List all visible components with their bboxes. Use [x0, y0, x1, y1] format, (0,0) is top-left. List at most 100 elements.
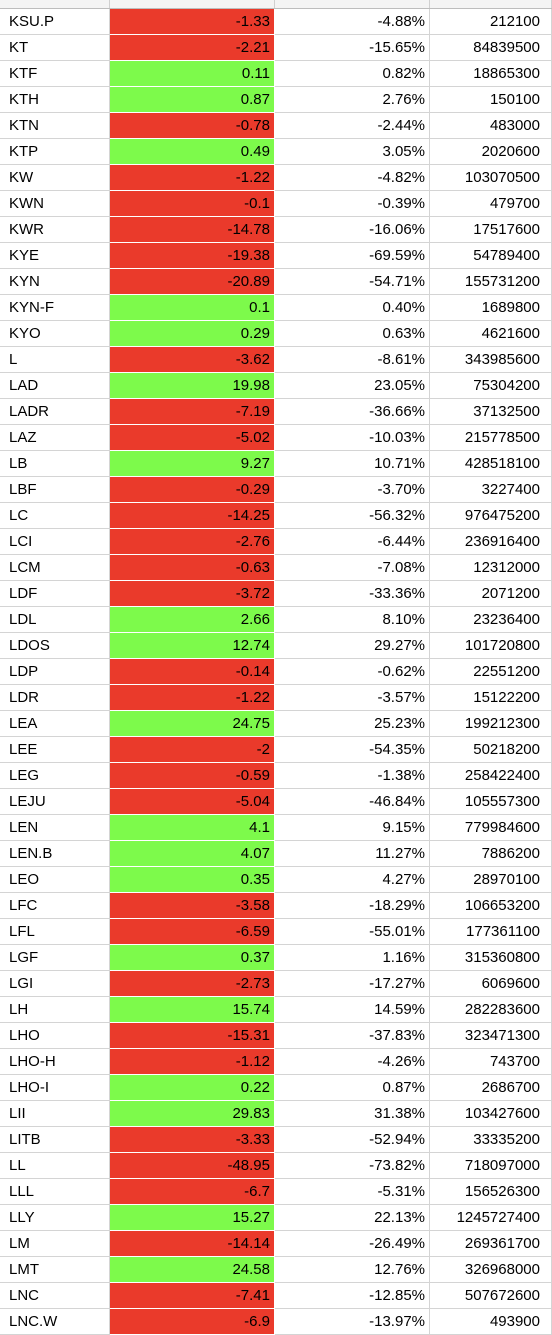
ticker-cell[interactable]: LADR — [0, 399, 110, 425]
change-cell[interactable]: -7.19 — [110, 399, 275, 425]
change-cell[interactable]: 9.27 — [110, 451, 275, 477]
volume-cell[interactable]: 6069600 — [430, 971, 552, 997]
volume-cell[interactable]: 1689800 — [430, 295, 552, 321]
ticker-cell[interactable]: LCM — [0, 555, 110, 581]
change-cell[interactable]: -19.38 — [110, 243, 275, 269]
ticker-cell[interactable]: L — [0, 347, 110, 373]
percent-change-cell[interactable]: -8.61% — [275, 347, 430, 373]
percent-change-cell[interactable]: -3.57% — [275, 685, 430, 711]
ticker-cell[interactable]: KWR — [0, 217, 110, 243]
percent-change-cell[interactable]: 22.13% — [275, 1205, 430, 1231]
change-cell[interactable]: 4.1 — [110, 815, 275, 841]
percent-change-cell[interactable]: -52.94% — [275, 1127, 430, 1153]
percent-change-cell[interactable]: -36.66% — [275, 399, 430, 425]
volume-cell[interactable]: 215778500 — [430, 425, 552, 451]
volume-cell[interactable]: 84839500 — [430, 35, 552, 61]
change-cell[interactable]: 15.27 — [110, 1205, 275, 1231]
change-cell[interactable]: -5.04 — [110, 789, 275, 815]
ticker-cell[interactable]: KYN — [0, 269, 110, 295]
volume-cell[interactable]: 103070500 — [430, 165, 552, 191]
volume-cell[interactable]: 156526300 — [430, 1179, 552, 1205]
volume-cell[interactable]: 282283600 — [430, 997, 552, 1023]
change-cell[interactable]: -0.63 — [110, 555, 275, 581]
volume-cell[interactable]: 33335200 — [430, 1127, 552, 1153]
percent-change-cell[interactable]: -7.08% — [275, 555, 430, 581]
ticker-cell[interactable]: LM — [0, 1231, 110, 1257]
percent-change-cell[interactable]: -69.59% — [275, 243, 430, 269]
percent-change-cell[interactable]: -46.84% — [275, 789, 430, 815]
percent-change-cell[interactable]: 4.27% — [275, 867, 430, 893]
change-cell[interactable]: -1.33 — [110, 9, 275, 35]
volume-cell[interactable]: 18865300 — [430, 61, 552, 87]
ticker-cell[interactable]: LNC.W — [0, 1309, 110, 1335]
ticker-cell[interactable]: LDL — [0, 607, 110, 633]
column-header-j[interactable]: J — [0, 0, 110, 8]
percent-change-cell[interactable]: 25.23% — [275, 711, 430, 737]
percent-change-cell[interactable]: 2.76% — [275, 87, 430, 113]
percent-change-cell[interactable]: -0.39% — [275, 191, 430, 217]
change-cell[interactable]: 24.75 — [110, 711, 275, 737]
percent-change-cell[interactable]: -37.83% — [275, 1023, 430, 1049]
volume-cell[interactable]: 22551200 — [430, 659, 552, 685]
change-cell[interactable]: -14.78 — [110, 217, 275, 243]
percent-change-cell[interactable]: 14.59% — [275, 997, 430, 1023]
change-cell[interactable]: 24.58 — [110, 1257, 275, 1283]
change-cell[interactable]: -6.9 — [110, 1309, 275, 1335]
ticker-cell[interactable]: KTP — [0, 139, 110, 165]
ticker-cell[interactable]: LDR — [0, 685, 110, 711]
ticker-cell[interactable]: LEE — [0, 737, 110, 763]
percent-change-cell[interactable]: -54.71% — [275, 269, 430, 295]
ticker-cell[interactable]: LGI — [0, 971, 110, 997]
percent-change-cell[interactable]: -3.70% — [275, 477, 430, 503]
volume-cell[interactable]: 483000 — [430, 113, 552, 139]
volume-cell[interactable]: 17517600 — [430, 217, 552, 243]
change-cell[interactable]: -3.62 — [110, 347, 275, 373]
percent-change-cell[interactable]: 1.16% — [275, 945, 430, 971]
percent-change-cell[interactable]: -18.29% — [275, 893, 430, 919]
ticker-cell[interactable]: KT — [0, 35, 110, 61]
percent-change-cell[interactable]: -15.65% — [275, 35, 430, 61]
percent-change-cell[interactable]: -33.36% — [275, 581, 430, 607]
change-cell[interactable]: -1.12 — [110, 1049, 275, 1075]
change-cell[interactable]: -3.33 — [110, 1127, 275, 1153]
change-cell[interactable]: -0.1 — [110, 191, 275, 217]
volume-cell[interactable]: 323471300 — [430, 1023, 552, 1049]
percent-change-cell[interactable]: -4.82% — [275, 165, 430, 191]
ticker-cell[interactable]: LEG — [0, 763, 110, 789]
change-cell[interactable]: -6.7 — [110, 1179, 275, 1205]
ticker-cell[interactable]: LEA — [0, 711, 110, 737]
volume-cell[interactable]: 976475200 — [430, 503, 552, 529]
change-cell[interactable]: -0.78 — [110, 113, 275, 139]
percent-change-cell[interactable]: 11.27% — [275, 841, 430, 867]
percent-change-cell[interactable]: -6.44% — [275, 529, 430, 555]
volume-cell[interactable]: 258422400 — [430, 763, 552, 789]
percent-change-cell[interactable]: -4.26% — [275, 1049, 430, 1075]
percent-change-cell[interactable]: -26.49% — [275, 1231, 430, 1257]
ticker-cell[interactable]: LC — [0, 503, 110, 529]
ticker-cell[interactable]: KYN-F — [0, 295, 110, 321]
volume-cell[interactable]: 105557300 — [430, 789, 552, 815]
change-cell[interactable]: -5.02 — [110, 425, 275, 451]
change-cell[interactable]: 19.98 — [110, 373, 275, 399]
ticker-cell[interactable]: LBF — [0, 477, 110, 503]
volume-cell[interactable]: 23236400 — [430, 607, 552, 633]
change-cell[interactable]: -1.22 — [110, 165, 275, 191]
change-cell[interactable]: 0.37 — [110, 945, 275, 971]
ticker-cell[interactable]: LITB — [0, 1127, 110, 1153]
volume-cell[interactable]: 507672600 — [430, 1283, 552, 1309]
ticker-cell[interactable]: LMT — [0, 1257, 110, 1283]
change-cell[interactable]: 0.49 — [110, 139, 275, 165]
volume-cell[interactable]: 2020600 — [430, 139, 552, 165]
volume-cell[interactable]: 2686700 — [430, 1075, 552, 1101]
percent-change-cell[interactable]: -2.44% — [275, 113, 430, 139]
column-header-l[interactable]: L — [275, 0, 430, 8]
ticker-cell[interactable]: LB — [0, 451, 110, 477]
change-cell[interactable]: -14.14 — [110, 1231, 275, 1257]
volume-cell[interactable]: 343985600 — [430, 347, 552, 373]
change-cell[interactable]: -15.31 — [110, 1023, 275, 1049]
change-cell[interactable]: -0.14 — [110, 659, 275, 685]
volume-cell[interactable]: 2071200 — [430, 581, 552, 607]
volume-cell[interactable]: 3227400 — [430, 477, 552, 503]
volume-cell[interactable]: 75304200 — [430, 373, 552, 399]
ticker-cell[interactable]: LDOS — [0, 633, 110, 659]
